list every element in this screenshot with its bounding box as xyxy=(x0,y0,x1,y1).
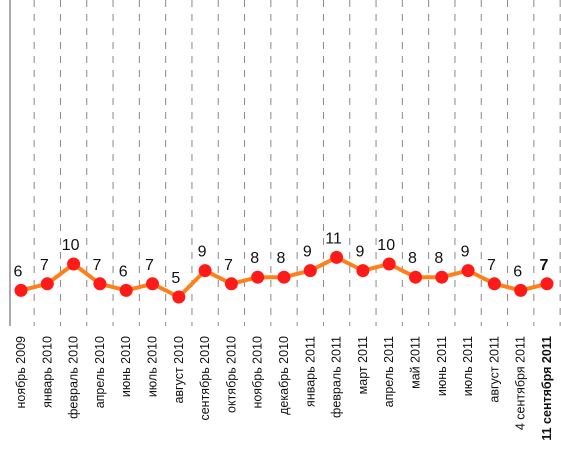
x-tick-label: декабрь 2010 xyxy=(277,336,291,415)
x-tick-label: март 2011 xyxy=(356,336,370,394)
data-point xyxy=(514,283,528,297)
data-markers xyxy=(14,250,554,304)
x-tick-label: ноябрь 2009 xyxy=(14,336,28,409)
data-label: 8 xyxy=(277,250,286,267)
x-tick-label: 4 сентября 2011 xyxy=(514,336,528,430)
data-label: 9 xyxy=(461,244,470,261)
data-label: 7 xyxy=(224,257,233,274)
x-tick-label: сентябрь 2010 xyxy=(198,336,212,421)
data-label: 6 xyxy=(513,263,522,280)
data-point xyxy=(67,257,81,271)
data-label: 5 xyxy=(171,270,180,287)
data-point xyxy=(93,277,107,291)
x-tick-label: август 2011 xyxy=(487,336,501,403)
data-label: 8 xyxy=(434,250,443,267)
data-point xyxy=(277,270,291,284)
x-tick-label: август 2010 xyxy=(172,336,186,404)
data-label: 9 xyxy=(303,244,312,261)
data-point xyxy=(172,290,186,304)
x-tick-labels: ноябрь 2009 январь 2010 февраль 2010 апрель… xyxy=(14,336,554,441)
data-point xyxy=(119,283,133,297)
data-label: 7 xyxy=(145,257,154,274)
data-point xyxy=(382,257,396,271)
data-point xyxy=(198,264,212,278)
data-label: 7 xyxy=(92,257,101,274)
data-point xyxy=(146,277,159,291)
data-label: 8 xyxy=(408,250,417,267)
data-label: 9 xyxy=(198,244,207,261)
x-tick-label: февраль 2011 xyxy=(330,336,344,418)
x-tick-label: апрель 2010 xyxy=(93,336,107,408)
data-point xyxy=(487,277,501,291)
x-tick-label: январь 2010 xyxy=(40,336,54,408)
x-tick-label: февраль 2010 xyxy=(67,336,81,419)
data-label: 6 xyxy=(14,263,23,280)
x-tick-label: ноябрь 2010 xyxy=(251,336,265,409)
data-point xyxy=(356,264,370,278)
data-point xyxy=(251,270,265,284)
data-label: 7 xyxy=(540,257,549,274)
data-point xyxy=(224,277,238,291)
x-tick-label: июль 2010 xyxy=(146,336,160,397)
data-label: 6 xyxy=(119,263,128,280)
x-tick-label: 11 сентября 2011 xyxy=(540,336,554,441)
gridlines xyxy=(33,0,561,326)
x-tick-label: июнь 2011 xyxy=(435,336,449,396)
data-point xyxy=(540,277,554,291)
data-point xyxy=(409,270,422,284)
data-label: 8 xyxy=(250,250,259,267)
data-label: 11 xyxy=(325,230,342,247)
data-label: 7 xyxy=(40,257,49,274)
data-point xyxy=(40,277,54,291)
data-point xyxy=(461,264,475,278)
x-tick-label: апрель 2011 xyxy=(382,336,396,407)
data-label: 10 xyxy=(377,237,395,254)
data-label: 10 xyxy=(62,237,80,254)
x-tick-label: июль 2011 xyxy=(461,336,475,396)
data-label: 9 xyxy=(355,244,364,261)
x-tick-label: июнь 2010 xyxy=(119,336,133,397)
data-point xyxy=(14,283,28,297)
x-tick-label: октябрь 2010 xyxy=(224,336,238,413)
data-point xyxy=(303,264,317,278)
data-point xyxy=(435,270,449,284)
data-point xyxy=(330,250,344,264)
x-tick-label: январь 2011 xyxy=(303,336,317,407)
x-tick-label: май 2011 xyxy=(409,336,423,389)
data-label: 7 xyxy=(487,257,496,274)
